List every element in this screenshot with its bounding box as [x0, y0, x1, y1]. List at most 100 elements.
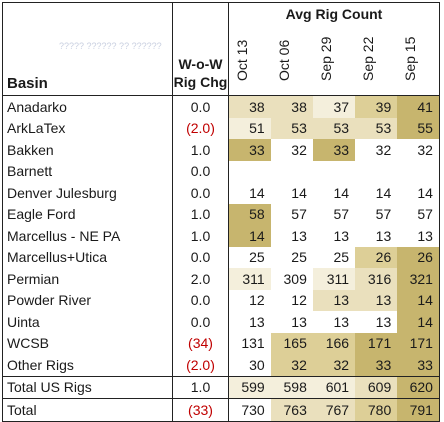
rig-count-cell: 37 [312, 95, 356, 118]
basin-name: Eagle Ford [2, 203, 173, 225]
basin-name: Powder River [2, 289, 173, 311]
wow-rig-change: 0.0 [172, 160, 229, 182]
basin-header-label: Basin [7, 75, 48, 92]
table-body: Anadarko 0.0 38 38 37 39 41 ArkLaTex (2.0) 51 53 53… [2, 95, 440, 422]
basin-name: ArkLaTex [2, 117, 173, 139]
rig-count-cell: 32 [355, 139, 398, 161]
rig-count-cell: 57 [355, 203, 398, 225]
basin-name: WCSB [2, 332, 173, 354]
rig-count-cell: 13 [355, 289, 398, 311]
table-row: Marcellus - NE PA 1.0 14 13 13 13 13 [2, 225, 440, 247]
basin-name: Permian [2, 268, 173, 290]
basin-name: Anadarko [2, 95, 173, 118]
week-label: Sep 22 [360, 36, 377, 81]
rig-count-cell: 32 [270, 139, 313, 161]
rig-count-cell: 25 [312, 246, 356, 268]
rig-count-cell: 55 [397, 117, 440, 139]
wow-rig-change: 0.0 [172, 182, 229, 204]
rig-count-cell: 601 [312, 375, 356, 399]
wow-rig-change: 1.0 [172, 203, 229, 225]
rig-count-cell: 38 [228, 95, 271, 118]
rig-count-cell: 53 [355, 117, 398, 139]
table-row: Other Rigs (2.0) 30 32 32 33 33 [2, 354, 440, 376]
rig-count-cell: 311 [228, 268, 271, 290]
rig-count-cell: 171 [397, 332, 440, 354]
rig-count-cell: 598 [270, 375, 313, 399]
rig-count-cell: 780 [355, 398, 398, 422]
week-label: Oct 06 [275, 39, 292, 81]
rig-count-cell: 321 [397, 268, 440, 290]
week-header-4: Sep 15 [397, 25, 440, 96]
rig-count-cell: 767 [312, 398, 356, 422]
week-label: Sep 15 [402, 36, 419, 81]
rig-count-cell: 14 [228, 182, 271, 204]
rig-count-cell: 32 [397, 139, 440, 161]
rig-count-cell: 12 [228, 289, 271, 311]
week-label: Oct 13 [233, 39, 250, 81]
rig-count-cell: 13 [355, 225, 398, 247]
rig-count-cell: 33 [397, 354, 440, 376]
basin-name: Marcellus - NE PA [2, 225, 173, 247]
table-row: Uinta 0.0 13 13 13 13 14 [2, 311, 440, 333]
rig-count-cell: 12 [270, 289, 313, 311]
rig-count-cell: 13 [397, 225, 440, 247]
rig-count-cell: 58 [228, 203, 271, 225]
week-header-0: Oct 13 [228, 25, 271, 96]
rig-count-cell: 39 [355, 95, 398, 118]
basin-name: Marcellus+Utica [2, 246, 173, 268]
table-row: Anadarko 0.0 38 38 37 39 41 [2, 95, 440, 118]
rig-count-cell: 57 [397, 203, 440, 225]
table-row: Eagle Ford 1.0 58 57 57 57 57 [2, 203, 440, 225]
rig-count-cell: 14 [355, 182, 398, 204]
rig-count-cell: 131 [228, 332, 271, 354]
rig-count-cell: 13 [312, 311, 356, 333]
rig-count-cell: 609 [355, 375, 398, 399]
table-row: Permian 2.0 311 309 311 316 321 [2, 268, 440, 290]
rig-count-cell: 32 [312, 354, 356, 376]
rig-count-cell: 38 [270, 95, 313, 118]
rig-count-cell: 30 [228, 354, 271, 376]
table-row: Marcellus+Utica 0.0 25 25 25 26 26 [2, 246, 440, 268]
rig-count-cell: 165 [270, 332, 313, 354]
faint-watermark-text: ????? ?????? ?? ?????? [59, 41, 162, 51]
week-header-1: Oct 06 [270, 25, 313, 96]
rig-count-cell: 25 [228, 246, 271, 268]
rig-count-cell: 41 [397, 95, 440, 118]
rig-count-cell: 13 [228, 311, 271, 333]
table-header: ????? ?????? ?? ?????? Basin W-o-W Rig C… [2, 2, 440, 96]
rig-count-cell [355, 160, 398, 182]
wow-rig-change: 1.0 [172, 375, 229, 399]
table-row: Bakken 1.0 33 32 33 32 32 [2, 139, 440, 161]
table-row: Denver Julesburg 0.0 14 14 14 14 14 [2, 182, 440, 204]
wow-rig-change: 1.0 [172, 225, 229, 247]
rig-count-cell: 26 [397, 246, 440, 268]
rig-count-cell: 171 [355, 332, 398, 354]
rig-count-cell: 25 [270, 246, 313, 268]
wow-header-line1: W-o-W [178, 56, 223, 72]
rig-count-cell: 26 [355, 246, 398, 268]
rig-count-cell: 14 [270, 182, 313, 204]
rig-count-cell [312, 160, 356, 182]
avg-rig-count-group-header: Avg Rig Count [228, 2, 440, 25]
rig-count-cell: 166 [312, 332, 356, 354]
rig-count-cell [228, 160, 271, 182]
rig-count-cell: 309 [270, 268, 313, 290]
rig-count-cell: 791 [397, 398, 440, 422]
basin-name: Barnett [2, 160, 173, 182]
rig-count-cell: 14 [312, 182, 356, 204]
week-label: Sep 29 [317, 36, 334, 81]
wow-rig-change: 2.0 [172, 268, 229, 290]
rig-count-cell: 14 [228, 225, 271, 247]
rig-count-cell: 33 [312, 139, 356, 161]
rig-count-cell: 33 [355, 354, 398, 376]
basin-column-header: ????? ?????? ?? ?????? Basin [2, 2, 173, 96]
rig-count-cell: 53 [312, 117, 356, 139]
table-row: Powder River 0.0 12 12 13 13 14 [2, 289, 440, 311]
rig-count-cell: 13 [270, 311, 313, 333]
wow-rig-change: 0.0 [172, 311, 229, 333]
rig-count-cell: 51 [228, 117, 271, 139]
rig-count-cell: 14 [397, 182, 440, 204]
wow-rig-change: (2.0) [172, 117, 229, 139]
